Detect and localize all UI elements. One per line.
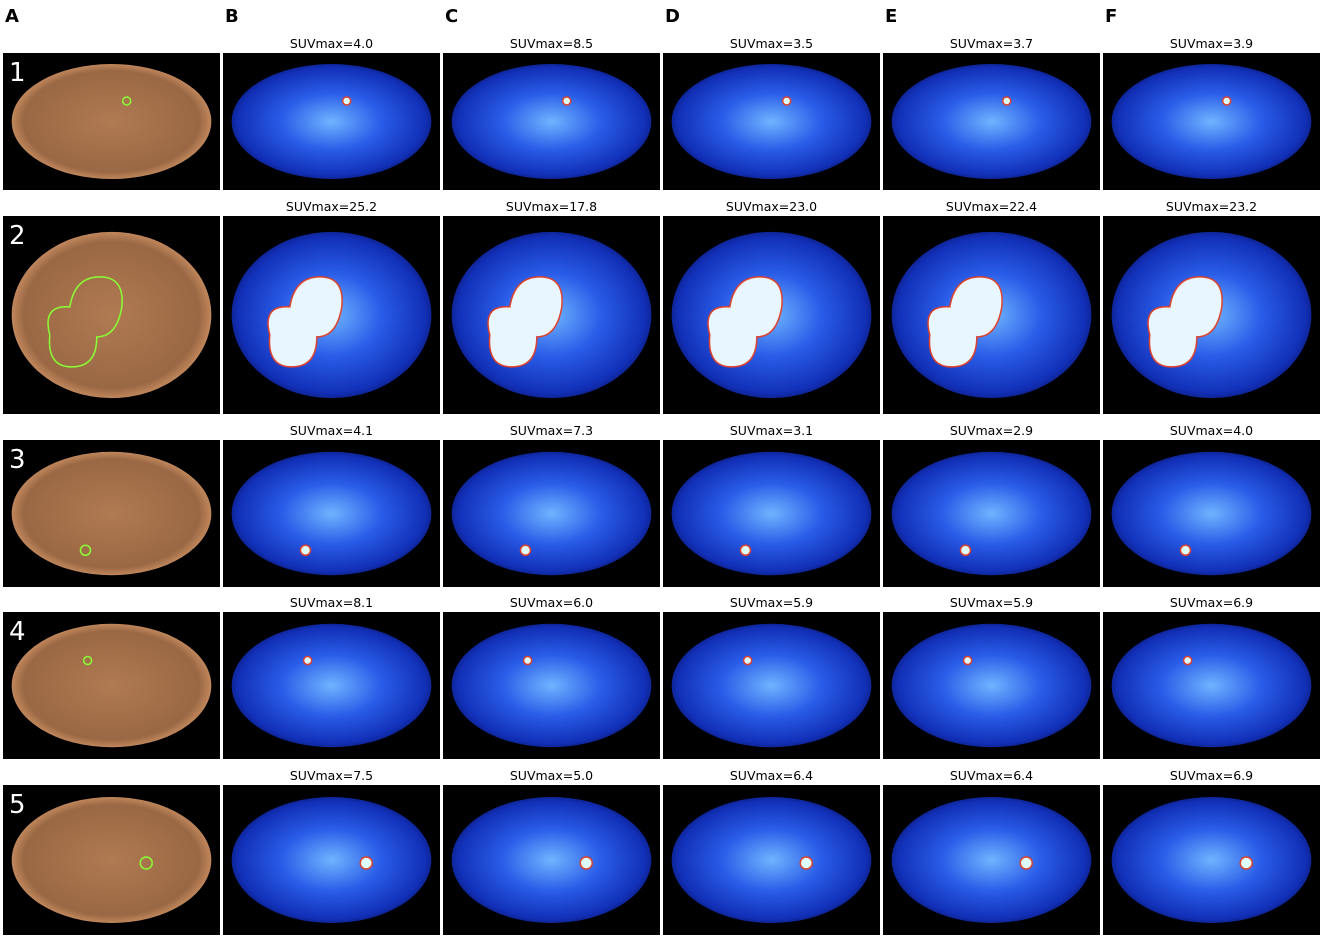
lesion xyxy=(1179,544,1192,556)
lesion xyxy=(1239,856,1253,870)
pet-body xyxy=(671,63,872,180)
pet-body xyxy=(891,63,1092,180)
pet-body xyxy=(891,623,1092,748)
lesion xyxy=(799,856,813,870)
lesion xyxy=(341,96,352,106)
lesion xyxy=(82,655,93,666)
panel-letter: F xyxy=(1105,6,1117,27)
suv-label: SUVmax=17.8 xyxy=(506,199,597,214)
lesion xyxy=(739,544,752,556)
lesion xyxy=(1001,96,1012,106)
ct-body xyxy=(11,231,212,399)
suv-label: SUVmax=6.4 xyxy=(730,768,813,783)
row-number: 3 xyxy=(9,445,26,475)
pet-body xyxy=(231,797,432,923)
pet-body xyxy=(671,623,872,748)
row-number: 5 xyxy=(9,790,26,820)
lesion xyxy=(1019,856,1033,870)
ct-body xyxy=(11,451,212,576)
pet-body xyxy=(671,797,872,923)
pet-body xyxy=(891,797,1092,923)
lesion xyxy=(962,655,973,666)
suv-label: SUVmax=7.5 xyxy=(290,768,373,783)
pet-body xyxy=(451,797,652,923)
pet-body xyxy=(231,623,432,748)
pet-body xyxy=(231,63,432,180)
panel-letter: B xyxy=(225,6,239,27)
lesion xyxy=(1147,276,1223,368)
pet-body xyxy=(451,63,652,180)
ct-body xyxy=(11,797,212,923)
row-number: 2 xyxy=(9,221,26,251)
row-number: 4 xyxy=(9,617,26,647)
lesion xyxy=(1221,96,1232,106)
suv-label: SUVmax=2.9 xyxy=(950,423,1033,438)
panel-letter: C xyxy=(445,6,458,27)
lesion xyxy=(781,96,792,106)
suv-label: SUVmax=5.0 xyxy=(510,768,593,783)
pet-body xyxy=(1111,623,1312,748)
suv-label: SUVmax=7.3 xyxy=(510,423,593,438)
lesion xyxy=(707,276,783,368)
suv-label: SUVmax=6.4 xyxy=(950,768,1033,783)
lesion xyxy=(139,856,153,870)
lesion xyxy=(299,544,312,556)
suv-label: SUVmax=6.9 xyxy=(1170,595,1253,610)
lesion xyxy=(519,544,532,556)
lesion xyxy=(302,655,313,666)
ct-body xyxy=(11,63,212,180)
lesion xyxy=(742,655,753,666)
lesion xyxy=(487,276,563,368)
suv-label: SUVmax=4.1 xyxy=(290,423,373,438)
lesion xyxy=(927,276,1003,368)
pet-body xyxy=(671,451,872,576)
lesion xyxy=(267,276,343,368)
lesion xyxy=(522,655,533,666)
pet-body xyxy=(451,623,652,748)
pet-body xyxy=(1111,797,1312,923)
panel-letter: D xyxy=(665,6,680,27)
panel-letter: A xyxy=(5,6,19,27)
suv-label: SUVmax=23.2 xyxy=(1166,199,1257,214)
suv-label: SUVmax=25.2 xyxy=(286,199,377,214)
pet-body xyxy=(231,451,432,576)
suv-label: SUVmax=22.4 xyxy=(946,199,1037,214)
pet-body xyxy=(1111,451,1312,576)
suv-label: SUVmax=5.9 xyxy=(950,595,1033,610)
lesion xyxy=(579,856,593,870)
suv-label: SUVmax=23.0 xyxy=(726,199,817,214)
lesion xyxy=(47,276,123,368)
suv-label: SUVmax=3.5 xyxy=(730,36,813,51)
suv-label: SUVmax=6.0 xyxy=(510,595,593,610)
lesion xyxy=(561,96,572,106)
suv-label: SUVmax=4.0 xyxy=(290,36,373,51)
pet-body xyxy=(1111,63,1312,180)
suv-label: SUVmax=5.9 xyxy=(730,595,813,610)
lesion xyxy=(1182,655,1193,666)
suv-label: SUVmax=4.0 xyxy=(1170,423,1253,438)
lesion xyxy=(79,544,92,556)
pet-body xyxy=(451,451,652,576)
lesion xyxy=(121,96,132,106)
panel-letter: E xyxy=(885,6,897,27)
ct-body xyxy=(11,623,212,748)
suv-label: SUVmax=3.9 xyxy=(1170,36,1253,51)
suv-label: SUVmax=3.1 xyxy=(730,423,813,438)
suv-label: SUVmax=8.5 xyxy=(510,36,593,51)
lesion xyxy=(359,856,373,870)
suv-label: SUVmax=3.7 xyxy=(950,36,1033,51)
lesion xyxy=(959,544,972,556)
suv-label: SUVmax=6.9 xyxy=(1170,768,1253,783)
row-number: 1 xyxy=(9,58,26,88)
suv-label: SUVmax=8.1 xyxy=(290,595,373,610)
pet-body xyxy=(891,451,1092,576)
